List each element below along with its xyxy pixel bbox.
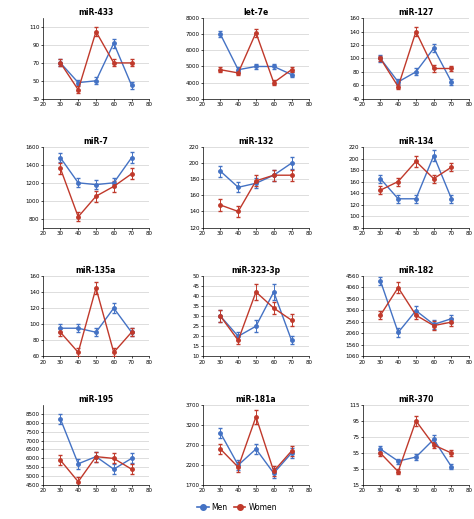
Title: miR-323-3p: miR-323-3p: [231, 266, 281, 275]
Title: miR-132: miR-132: [238, 137, 273, 146]
Title: miR-433: miR-433: [78, 8, 114, 18]
Title: miR-135a: miR-135a: [76, 266, 116, 275]
Title: miR-181a: miR-181a: [236, 395, 276, 404]
Title: miR-370: miR-370: [398, 395, 434, 404]
Title: miR-195: miR-195: [78, 395, 114, 404]
Title: miR-134: miR-134: [398, 137, 434, 146]
Title: miR-182: miR-182: [398, 266, 434, 275]
Title: let-7e: let-7e: [243, 8, 269, 18]
Legend: Men, Women: Men, Women: [194, 500, 280, 515]
Title: miR-7: miR-7: [83, 137, 109, 146]
Title: miR-127: miR-127: [398, 8, 434, 18]
